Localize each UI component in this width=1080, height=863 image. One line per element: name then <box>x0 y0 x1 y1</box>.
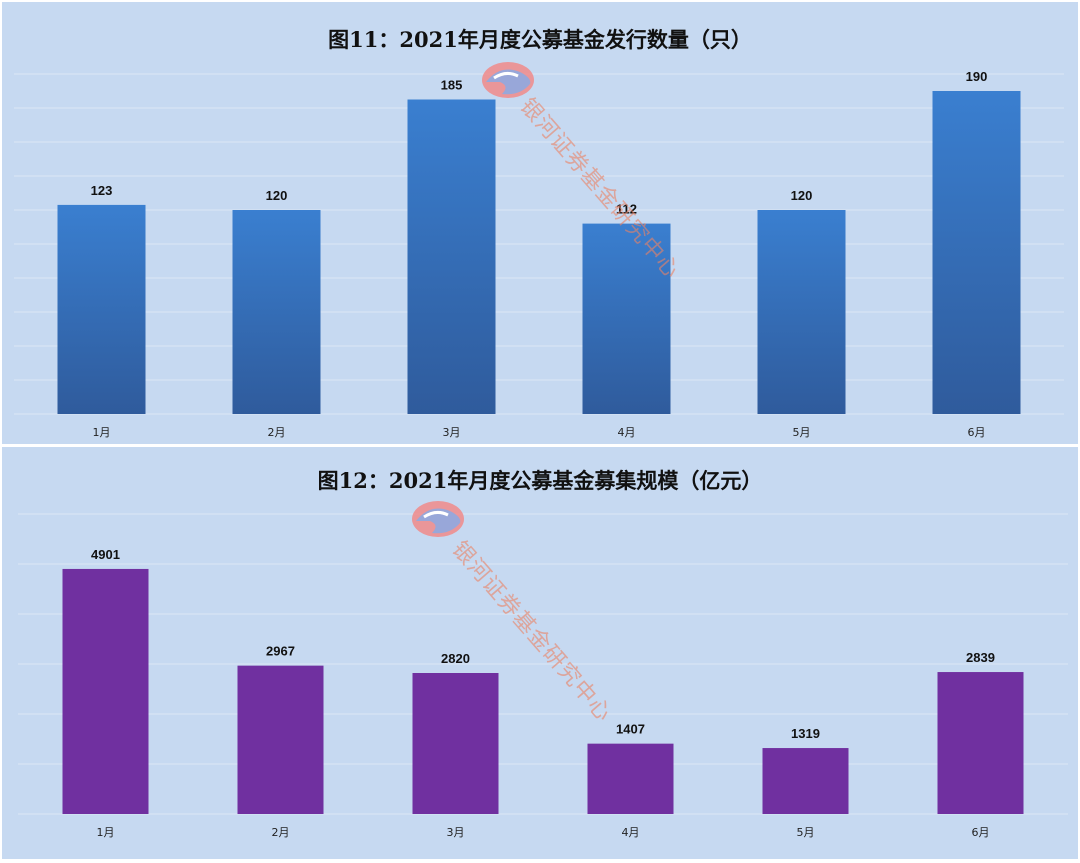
bar-1月 <box>62 568 149 814</box>
x-tick-label: 2月 <box>272 826 290 839</box>
chart-title: 图11：2021年月度公募基金发行数量（只） <box>328 27 752 52</box>
x-tick-label: 3月 <box>443 426 461 439</box>
issuance-count-chart: 图11：2021年月度公募基金发行数量（只） 123 1月 120 2月 185 3月 11… <box>2 2 1078 444</box>
x-tick-label: 1月 <box>97 826 115 839</box>
bar-6月 <box>937 672 1024 814</box>
chart-title: 图12：2021年月度公募基金募集规模（亿元） <box>317 468 763 493</box>
fundraising-scale-plot: 4901 1月 2967 2月 2820 3月 1407 4月 1319 5月 2839 6月 <box>18 513 1068 839</box>
galaxy-logo-icon <box>480 60 536 104</box>
data-label: 190 <box>966 69 988 84</box>
bar-5月 <box>757 210 846 414</box>
bar-5月 <box>762 748 849 814</box>
fundraising-scale-chart: 图12：2021年月度公募基金募集规模（亿元） 4901 1月 2967 2月 2820… <box>2 447 1078 859</box>
x-tick-label: 6月 <box>972 826 990 839</box>
x-tick-label: 5月 <box>797 826 815 839</box>
data-label: 2839 <box>966 650 995 665</box>
data-label: 4901 <box>91 547 120 562</box>
data-label: 185 <box>441 78 463 93</box>
x-tick-label: 4月 <box>622 826 640 839</box>
bar-3月 <box>407 99 496 414</box>
bar-1月 <box>57 204 146 414</box>
data-label: 123 <box>91 183 113 198</box>
bar-2月 <box>232 210 321 414</box>
issuance-count-plot: 123 1月 120 2月 185 3月 112 4月 120 5月 190 6月 <box>14 69 1064 439</box>
data-label: 120 <box>266 188 288 203</box>
x-tick-label: 6月 <box>968 426 986 439</box>
data-label: 1407 <box>616 722 645 737</box>
data-label: 2967 <box>266 644 295 659</box>
x-tick-label: 2月 <box>268 426 286 439</box>
bar-6月 <box>932 91 1021 414</box>
bar-4月 <box>587 743 674 814</box>
galaxy-logo-icon <box>410 499 466 543</box>
bar-3月 <box>412 673 499 814</box>
data-label: 112 <box>616 202 637 217</box>
data-label: 120 <box>791 188 813 203</box>
bar-4月 <box>582 223 671 414</box>
gridlines <box>18 513 1068 815</box>
x-tick-label: 4月 <box>618 426 636 439</box>
data-label: 2820 <box>441 651 470 666</box>
x-tick-label: 5月 <box>793 426 811 439</box>
x-tick-label: 3月 <box>447 826 465 839</box>
gridlines <box>14 73 1064 415</box>
bar-2月 <box>237 665 324 814</box>
x-tick-label: 1月 <box>93 426 111 439</box>
data-label: 1319 <box>791 726 820 741</box>
